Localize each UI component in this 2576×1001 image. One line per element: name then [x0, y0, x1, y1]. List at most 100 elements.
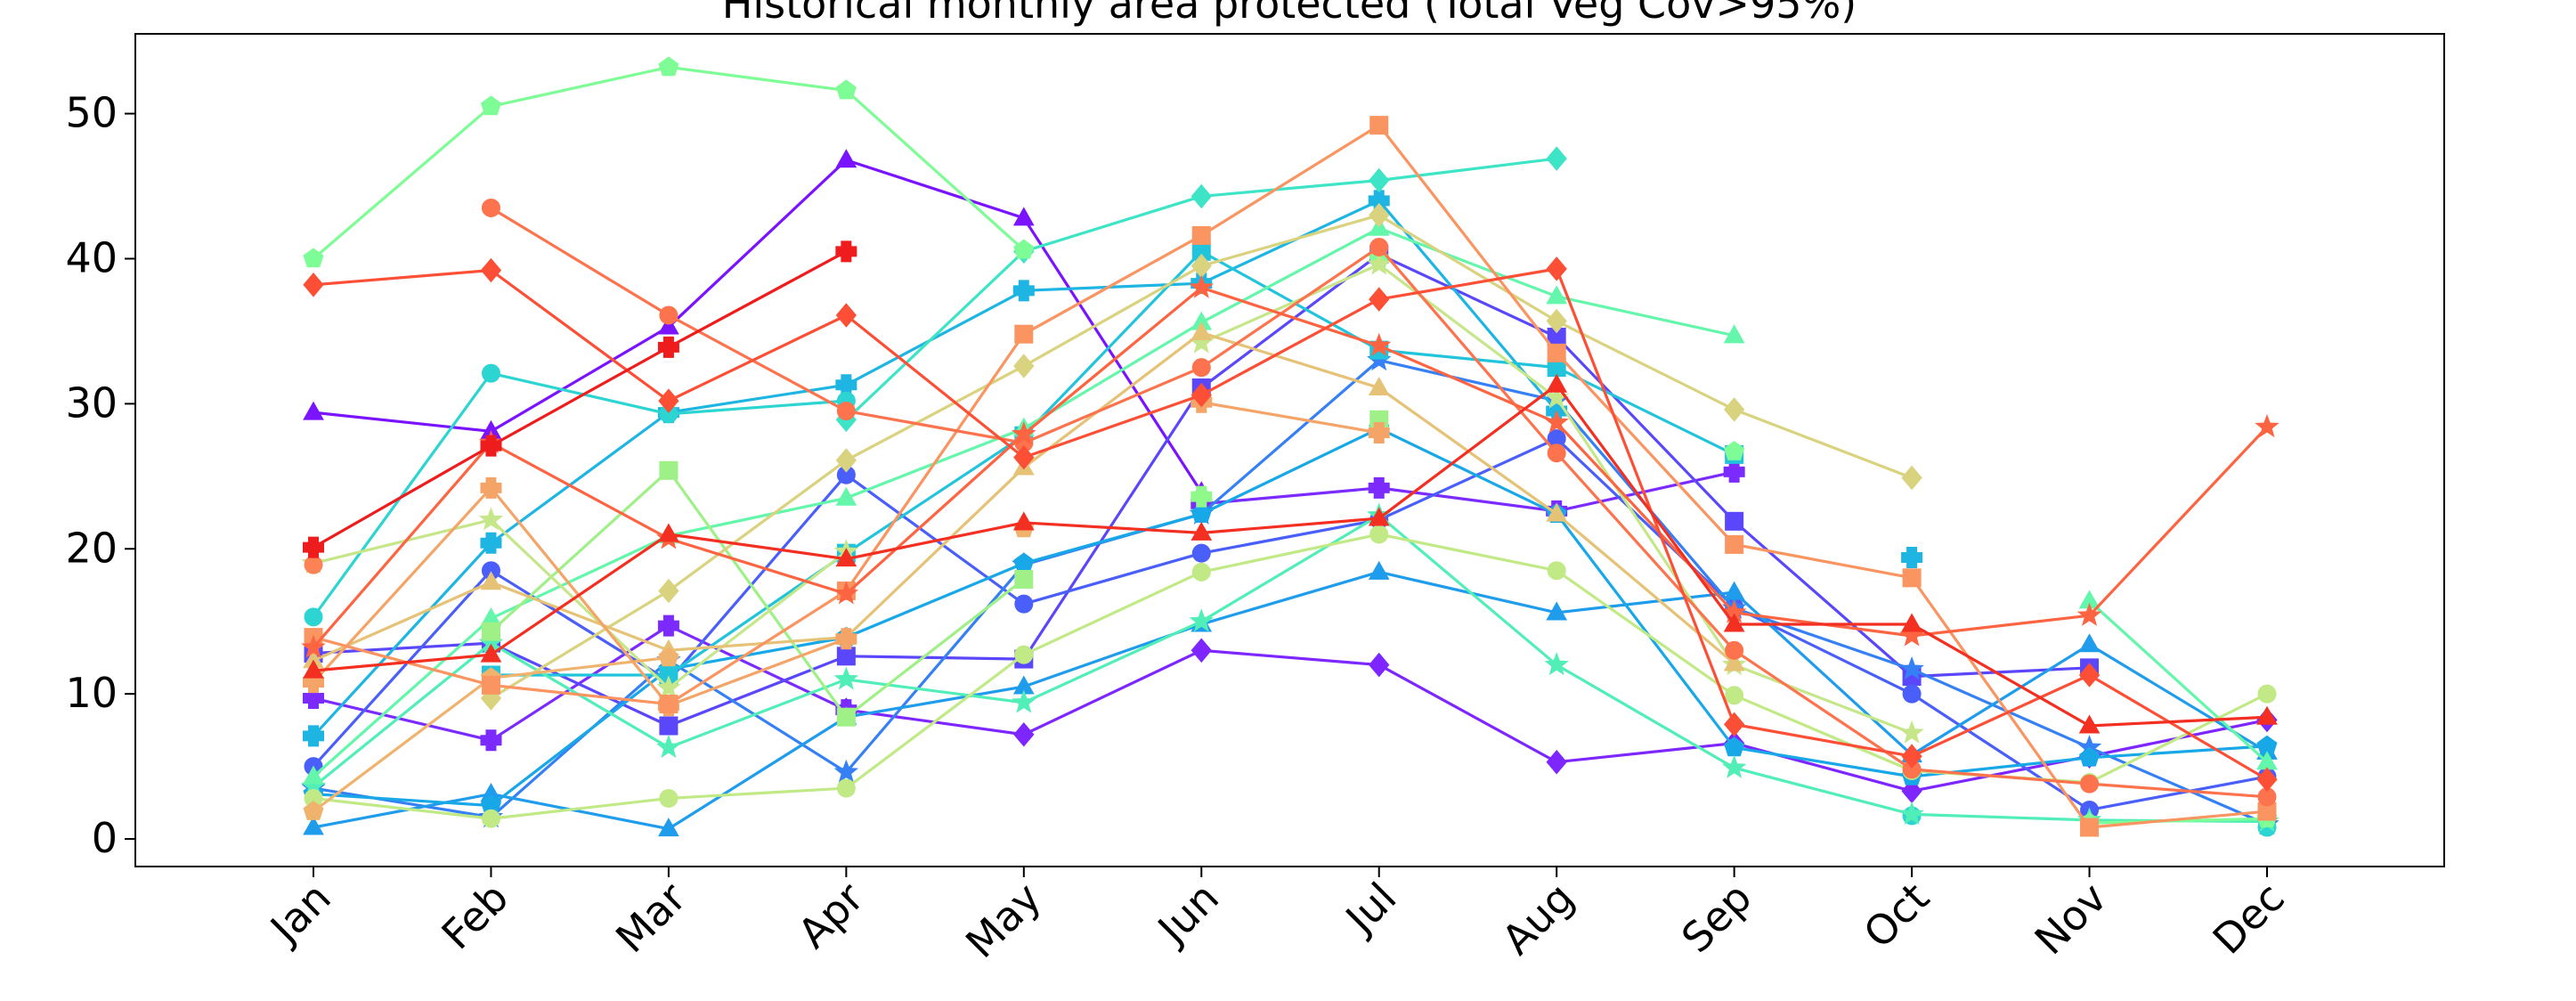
series-22-segment — [667, 636, 848, 652]
series-5-segment — [2087, 775, 2269, 812]
x-tick-label: Jun — [1147, 874, 1228, 955]
series-27-segment — [489, 206, 670, 317]
series-5-point — [1902, 684, 1922, 704]
series-24-point — [1368, 421, 1390, 444]
series-7-segment — [312, 792, 493, 829]
series-31-segment — [1199, 517, 1381, 534]
series-13-segment — [1199, 514, 1381, 623]
series-4-segment — [1910, 666, 2092, 679]
series-3-segment — [312, 696, 493, 742]
series-12-point — [1369, 167, 1390, 193]
series-3-segment — [667, 623, 848, 712]
series-19-segment — [1555, 569, 1736, 697]
series-29-point — [2256, 767, 2278, 793]
series-12-segment — [844, 249, 1026, 421]
series-21-point — [1546, 308, 1567, 334]
series-25-segment — [1199, 124, 1381, 238]
series-15-point — [1724, 441, 1745, 460]
series-27-point — [1191, 358, 1211, 378]
series-22-point — [1190, 321, 1213, 341]
series-20-segment — [1377, 263, 1558, 400]
series-25-segment — [1022, 233, 1203, 336]
series-8-point — [2079, 746, 2101, 767]
series-13-segment — [1555, 663, 1736, 769]
series-8-segment — [1022, 512, 1203, 566]
series-7-segment — [667, 715, 848, 831]
series-24-point — [835, 628, 857, 650]
series-25-point — [481, 675, 500, 695]
series-31-point — [1368, 507, 1390, 526]
series-14-segment — [2087, 599, 2269, 764]
x-tick-label: Dec — [2204, 874, 2294, 964]
series-0-segment — [667, 159, 848, 329]
series-23-point — [658, 647, 679, 667]
series-2-segment — [1377, 663, 1558, 764]
series-15-segment — [312, 104, 493, 261]
series-21-segment — [1022, 264, 1203, 368]
series-8-segment — [1555, 512, 1736, 750]
series-15-segment — [489, 65, 670, 109]
series-9-segment — [312, 541, 493, 737]
series-20-segment — [1733, 663, 1914, 735]
series-19-segment — [667, 786, 848, 801]
series-21-segment — [1733, 408, 1914, 480]
series-7-point — [2078, 633, 2101, 653]
series-24-segment — [1199, 401, 1381, 435]
series-21-point — [835, 448, 857, 473]
series-28-point — [301, 634, 326, 658]
series-9-point — [303, 725, 324, 747]
series-32-point — [657, 336, 679, 358]
series-5-segment — [1022, 551, 1203, 606]
series-31-point — [658, 523, 679, 542]
series-5-point — [1191, 543, 1211, 563]
series-13-point — [833, 666, 859, 690]
series-11-point — [304, 607, 323, 627]
series-32-segment — [667, 249, 848, 349]
series-10-segment — [1022, 249, 1203, 437]
series-5-segment — [1555, 436, 1736, 609]
series-27-segment — [1555, 452, 1736, 652]
series-31-point — [2256, 705, 2278, 725]
series-29-segment — [2087, 673, 2269, 781]
series-7-segment — [2087, 643, 2269, 753]
series-8-segment — [844, 561, 1026, 639]
series-25-segment — [1377, 124, 1558, 354]
series-31-point — [1901, 613, 1922, 632]
series-5-point — [1014, 594, 1034, 614]
series-17-point — [836, 707, 856, 727]
series-14-segment — [1555, 295, 1736, 338]
series-21-point — [658, 578, 679, 604]
series-25-segment — [844, 332, 1026, 593]
series-29-segment — [1733, 722, 1914, 758]
series-17-point — [659, 460, 679, 480]
series-9-point — [480, 532, 502, 554]
series-28-point — [1012, 421, 1036, 445]
series-13-point — [1899, 801, 1924, 826]
series-8-segment — [1377, 427, 1558, 516]
series-6-segment — [312, 786, 493, 819]
series-6-segment — [667, 659, 848, 774]
series-31-point — [480, 643, 502, 663]
series-28-point — [2076, 602, 2102, 626]
y-tick-label: 10 — [65, 669, 118, 717]
series-27-point — [1725, 640, 1744, 660]
series-21-segment — [1555, 319, 1736, 411]
series-26-point — [304, 555, 323, 574]
x-tick-label: Feb — [432, 874, 517, 959]
series-25-point — [1547, 343, 1566, 362]
series-29-segment — [844, 313, 1026, 460]
series-29-segment — [1555, 267, 1736, 726]
series-12-segment — [1377, 157, 1558, 183]
series-31-segment — [1022, 521, 1203, 534]
series-25-segment — [312, 636, 493, 687]
series-29-point — [1369, 287, 1390, 312]
series-31-segment — [1377, 383, 1558, 520]
series-29-point — [1901, 744, 1922, 769]
series-21-point — [1901, 465, 1922, 491]
series-28-segment — [1555, 420, 1736, 614]
series-4-point — [1725, 511, 1744, 531]
series-15-segment — [2087, 817, 2269, 825]
series-31-point — [1546, 373, 1568, 393]
series-13-segment — [667, 678, 848, 750]
